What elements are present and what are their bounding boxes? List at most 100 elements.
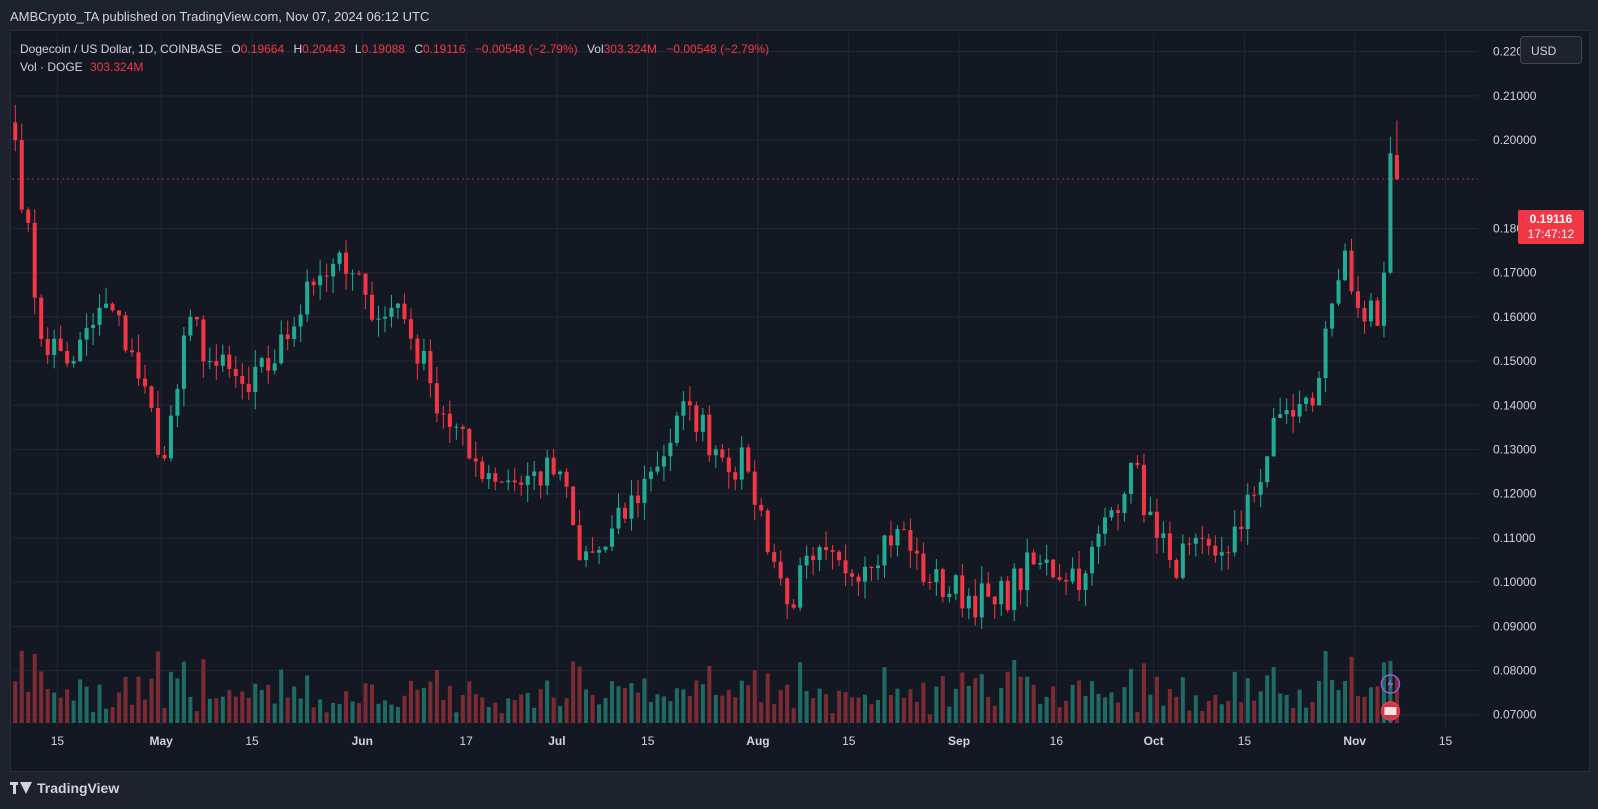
candle-body xyxy=(661,456,666,467)
vol-value: 303.324M xyxy=(603,42,657,56)
x-tick-label: Jul xyxy=(548,734,565,748)
candle-body xyxy=(759,504,764,511)
candle-body xyxy=(58,338,63,351)
volume-bar xyxy=(1128,668,1133,723)
x-tick-label: 15 xyxy=(1439,734,1453,748)
candle-body xyxy=(129,350,135,353)
volume-bar xyxy=(901,697,906,723)
volume-bar xyxy=(32,653,37,723)
volume-bar xyxy=(408,680,413,723)
volume-bar xyxy=(298,698,303,723)
candle-body xyxy=(648,471,653,479)
volume-bar xyxy=(1018,676,1023,723)
volume-bar xyxy=(837,690,842,723)
volume-bar xyxy=(1090,681,1095,723)
volume-bar xyxy=(395,706,400,723)
candle-body xyxy=(843,560,848,574)
volume-bar xyxy=(337,703,342,723)
volume-label[interactable]: Vol · DOGE xyxy=(20,60,83,74)
candle-body xyxy=(908,530,913,551)
volume-bar xyxy=(1219,704,1224,723)
volume-bar xyxy=(1077,680,1082,723)
volume-bar xyxy=(421,687,426,723)
candle-body xyxy=(927,581,932,583)
candle-body xyxy=(1161,533,1166,538)
candle-body xyxy=(940,569,945,598)
volume-bar xyxy=(1381,662,1386,723)
candle-body xyxy=(707,414,712,456)
candle-body xyxy=(1394,154,1399,180)
candle-body xyxy=(324,275,329,277)
candle-body xyxy=(480,461,485,480)
chart-pane[interactable] xyxy=(10,30,1590,772)
candle-body xyxy=(1232,526,1237,553)
footer-brand: TradingView xyxy=(10,780,119,796)
candle-body xyxy=(194,316,199,320)
candle-body xyxy=(460,426,465,429)
volume-bar xyxy=(850,697,855,723)
candle-body xyxy=(1330,303,1335,329)
volume-bar xyxy=(1096,693,1101,723)
candle-body xyxy=(694,405,699,432)
candle-body xyxy=(447,413,452,427)
candle-body xyxy=(953,575,958,594)
volume-bar xyxy=(1148,694,1153,723)
volume-bar xyxy=(752,670,757,723)
candle-body xyxy=(1258,482,1263,495)
volume-bar xyxy=(305,675,310,723)
volume-bar xyxy=(1355,695,1361,723)
candle-body xyxy=(934,569,939,583)
candle-body xyxy=(1025,552,1030,591)
volume-bar xyxy=(843,692,848,723)
candle-body xyxy=(986,583,991,597)
candle-body xyxy=(13,122,18,141)
candle-body xyxy=(1122,494,1127,513)
volume-bar xyxy=(538,689,543,723)
vol-change-value: −0.00548 (−2.79%) xyxy=(666,42,770,56)
volume-bar xyxy=(1310,701,1315,723)
y-tick-label: 0.15000 xyxy=(1493,354,1537,368)
x-tick-label: 15 xyxy=(245,734,259,748)
candle-body xyxy=(629,495,634,519)
volume-bar xyxy=(110,707,115,723)
candle-body xyxy=(597,549,602,553)
symbol-name[interactable]: Dogecoin / US Dollar, 1D, COINBASE xyxy=(20,42,223,56)
candle-body xyxy=(227,354,232,370)
volume-bar xyxy=(1232,671,1237,723)
volume-bar xyxy=(104,708,109,723)
volume-bar xyxy=(862,694,868,723)
candle-body xyxy=(97,307,102,325)
volume-bar xyxy=(921,682,926,723)
volume-bar xyxy=(441,700,446,723)
candle-body xyxy=(616,507,621,529)
candle-body xyxy=(869,566,874,569)
volume-bar xyxy=(1141,663,1146,723)
volume-bar xyxy=(785,684,790,723)
volume-bar xyxy=(1278,693,1283,723)
y-tick-label: 0.14000 xyxy=(1493,398,1537,412)
candle-body xyxy=(882,535,887,566)
volume-bar xyxy=(674,688,679,723)
volume-bar xyxy=(1213,695,1218,723)
candle-body xyxy=(564,471,569,487)
tradingview-logo-icon xyxy=(10,782,32,794)
candle-body xyxy=(1064,579,1069,582)
volume-bar xyxy=(1109,692,1114,723)
candle-body xyxy=(26,209,31,223)
volume-bar xyxy=(1070,684,1075,723)
candle-body xyxy=(181,335,186,389)
volume-bar xyxy=(927,714,932,723)
candle-body xyxy=(175,388,180,416)
candle-body xyxy=(467,428,472,459)
volume-bar xyxy=(259,690,264,723)
candle-body xyxy=(610,528,615,547)
volume-bar xyxy=(1193,695,1198,723)
candle-body xyxy=(1219,552,1224,556)
volume-bar xyxy=(52,692,57,723)
candle-body xyxy=(1057,577,1062,580)
volume-bar xyxy=(1012,659,1017,723)
volume-bar xyxy=(376,703,381,723)
candle-body xyxy=(798,565,803,608)
currency-button[interactable]: USD xyxy=(1520,36,1582,64)
